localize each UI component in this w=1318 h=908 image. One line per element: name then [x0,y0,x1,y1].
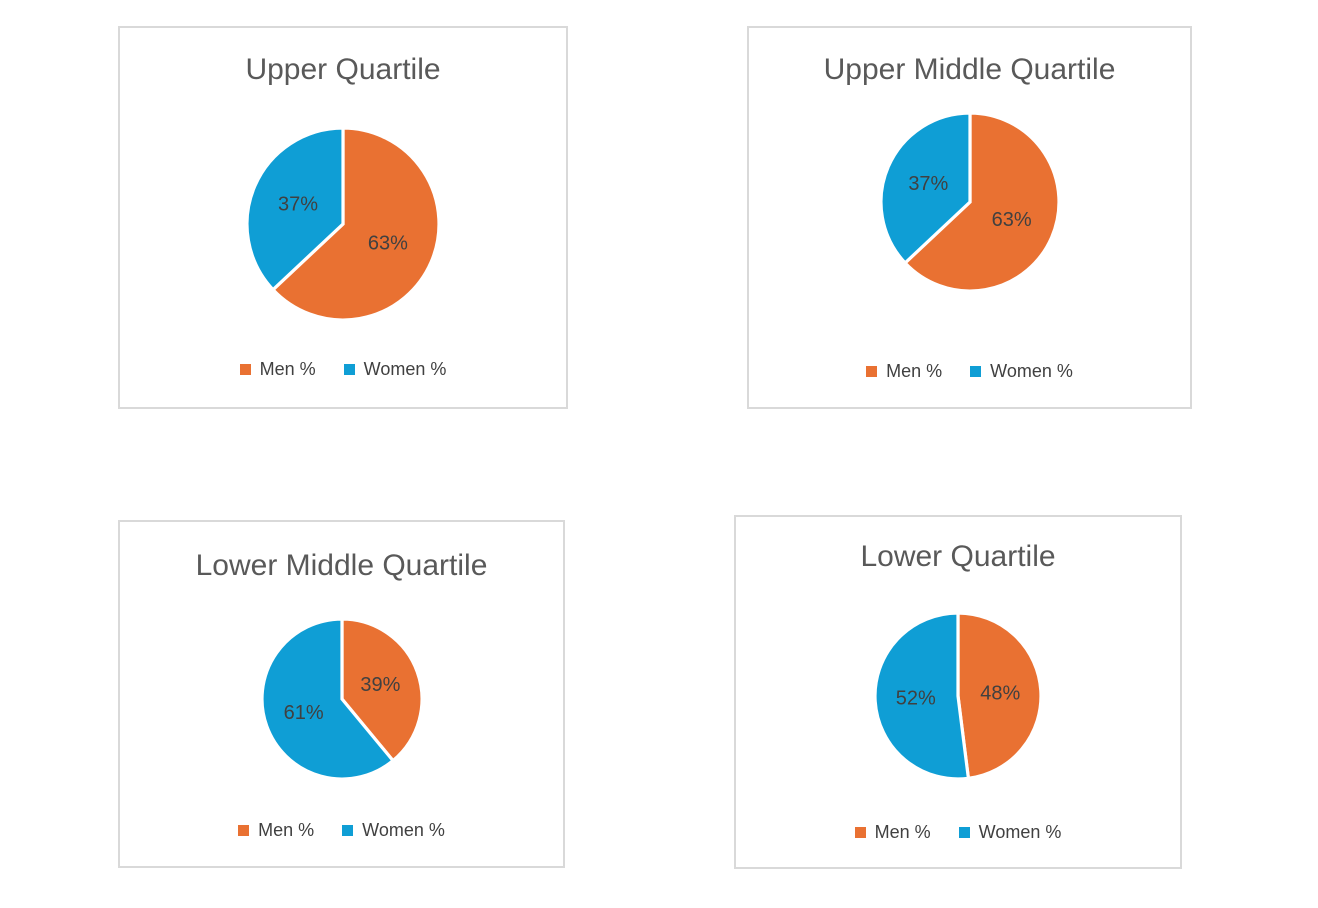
pie-data-label: 48% [980,682,1020,704]
legend-label-men: Men % [259,359,316,379]
pie-chart: 48% 52% [871,609,1045,783]
legend-item-women: Women % [958,821,1062,843]
pie-slice [878,111,972,266]
legend-item-men: Men % [854,821,931,843]
chart-title: Lower Middle Quartile [195,549,488,582]
pie-data-label: 63% [991,209,1031,231]
chart-legend: Men % Women % [736,821,1180,843]
men-legend-swatch-icon [238,824,250,836]
pie-chart-svg: 63% 37% [878,111,1061,293]
chart-legend: Men % Women % [120,819,563,841]
men-legend-swatch-icon [866,365,878,377]
pie-slice [956,611,1043,781]
pie-chart: 39% 61% [258,615,426,783]
legend-label-men: Men % [874,822,931,842]
legend-item-women: Women % [970,360,1073,382]
legend-item-men: Men % [238,819,314,841]
pie-data-label: 63% [368,232,408,254]
chart-card-lower-quartile: Lower Quartile 48% 52% Men % Women % [734,515,1182,869]
legend-label-women: Women % [990,361,1073,381]
chart-card-upper-quartile: Upper Quartile 63% 37% Men % Women % [118,26,568,409]
pie-chart: 63% 37% [243,124,443,324]
pie-chart-svg: 39% 61% [259,617,424,781]
chart-legend: Men % Women % [749,360,1190,382]
pie-data-label: 37% [278,194,318,216]
legend-item-women: Women % [343,358,447,380]
chart-title: Upper Middle Quartile [823,53,1116,86]
pie-slice [339,617,424,763]
chart-title: Lower Quartile [860,540,1056,573]
pie-slice [873,611,971,781]
pie-slice [270,126,441,322]
legend-label-men: Men % [258,820,315,840]
pie-chart: 63% 37% [877,109,1063,295]
pie-data-label: 61% [283,702,323,724]
men-legend-swatch-icon [239,363,251,375]
men-legend-swatch-icon [854,826,866,838]
pie-slice [259,617,395,781]
pie-data-label: 52% [896,688,936,710]
legend-label-women: Women % [363,359,447,379]
women-legend-swatch-icon [970,365,982,377]
chart-card-lower-middle-quartile: Lower Middle Quartile 39% 61% Men % Women… [118,520,565,868]
women-legend-swatch-icon [343,363,355,375]
pie-chart-svg: 48% 52% [873,611,1043,781]
women-legend-swatch-icon [342,824,354,836]
pie-data-label: 39% [360,674,400,696]
legend-item-men: Men % [239,358,316,380]
legend-item-men: Men % [866,360,942,382]
pie-slice [245,126,345,292]
chart-card-upper-middle-quartile: Upper Middle Quartile 63% 37% Men % Women… [747,26,1192,409]
legend-item-women: Women % [342,819,445,841]
pie-slice [902,111,1061,293]
chart-title: Upper Quartile [245,53,441,86]
pie-chart-svg: 63% 37% [245,126,441,322]
legend-label-women: Women % [362,820,445,840]
legend-label-women: Women % [978,822,1062,842]
legend-label-men: Men % [886,361,943,381]
pie-data-label: 37% [908,173,948,195]
women-legend-swatch-icon [958,826,970,838]
chart-legend: Men % Women % [120,358,566,380]
